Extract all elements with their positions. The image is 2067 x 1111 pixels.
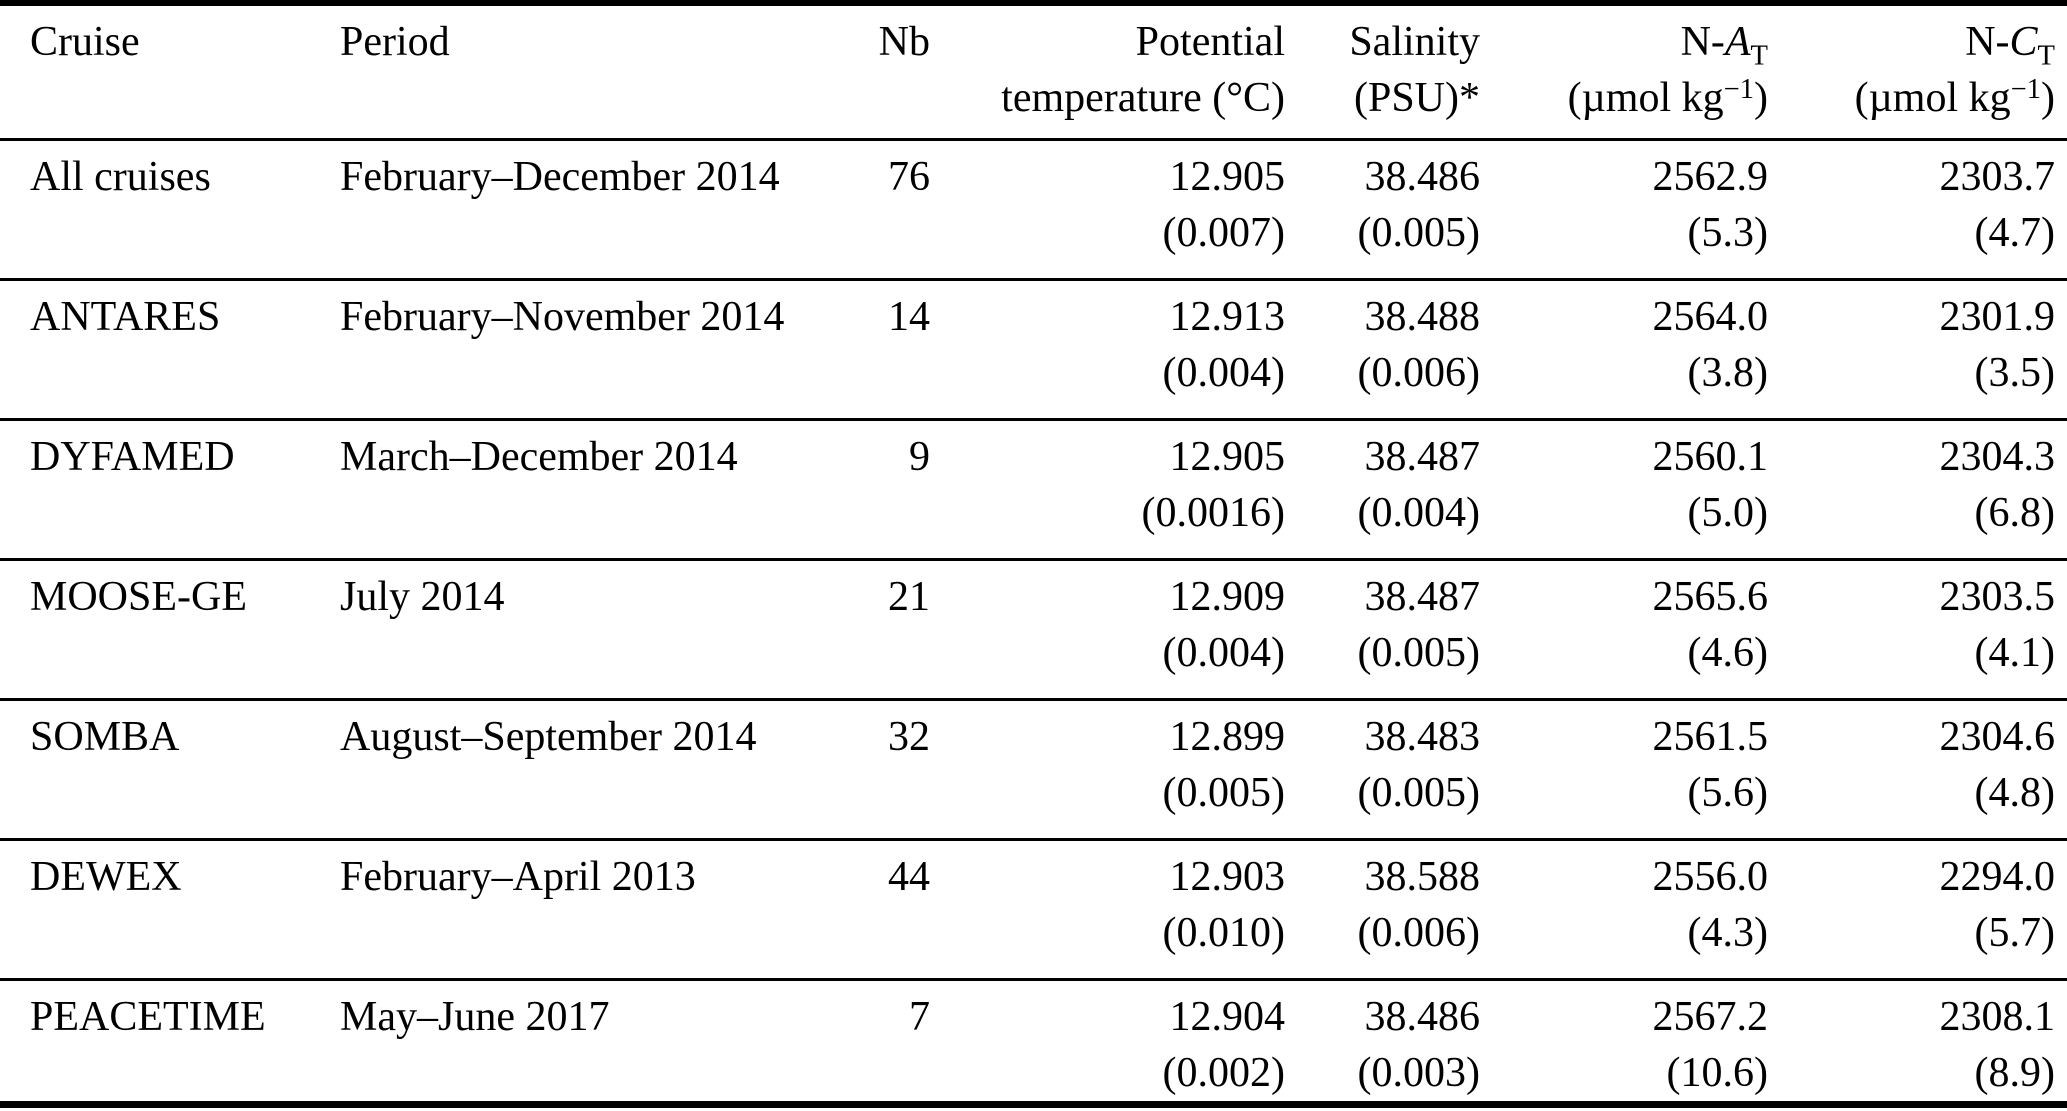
cell-salinity: 38.487 (0.004) xyxy=(1357,434,1480,536)
cell-nb: 7 xyxy=(909,994,930,1040)
cell-n-ct: 2303.7 (4.7) xyxy=(1939,154,2056,256)
cell-n-at: 2564.0 (3.8) xyxy=(1652,294,1769,396)
cell-n-ct: 2294.0 (5.7) xyxy=(1939,854,2056,956)
cell-nb: 76 xyxy=(888,154,930,200)
cell-salinity: 38.486 (0.005) xyxy=(1357,154,1480,256)
cell-cruise: DEWEX xyxy=(30,854,182,900)
table-row-dewex: DEWEX February–April 2013 44 12.903 (0.01… xyxy=(0,840,2067,980)
cell-cruise: MOOSE-GE xyxy=(30,574,247,620)
cell-n-ct: 2308.1 (8.9) xyxy=(1939,994,2056,1096)
cell-period: February–November 2014 xyxy=(340,294,785,340)
cell-period: August–September 2014 xyxy=(340,714,757,760)
table-row-all-cruises: All cruises February–December 2014 76 12… xyxy=(0,140,2067,280)
cell-cruise: ANTARES xyxy=(30,294,221,340)
cell-period: July 2014 xyxy=(340,574,505,620)
table-row-somba: SOMBA August–September 2014 32 12.899 (0.… xyxy=(0,700,2067,840)
cell-salinity: 38.483 (0.005) xyxy=(1357,714,1480,816)
cell-period: February–April 2013 xyxy=(340,854,696,900)
col-header-n-at: N-AT (µmol kg−1) xyxy=(1567,19,1768,121)
cell-nb: 32 xyxy=(888,714,930,760)
col-header-salinity: Salinity (PSU)* xyxy=(1349,19,1480,121)
cell-nb: 9 xyxy=(909,434,930,480)
cell-salinity: 38.486 (0.003) xyxy=(1357,994,1480,1096)
cell-n-at: 2561.5 (5.6) xyxy=(1652,714,1769,816)
cell-cruise: SOMBA xyxy=(30,714,180,760)
cell-salinity: 38.488 (0.006) xyxy=(1357,294,1480,396)
cell-n-ct: 2304.6 (4.8) xyxy=(1939,714,2056,816)
cell-n-at: 2560.1 (5.0) xyxy=(1652,434,1769,536)
col-header-period: Period xyxy=(340,19,450,65)
cell-n-at: 2567.2 (10.6) xyxy=(1652,994,1769,1096)
cell-n-ct: 2301.9 (3.5) xyxy=(1939,294,2056,396)
cell-potential-temperature: 12.899 (0.005) xyxy=(1162,714,1285,816)
cell-nb: 14 xyxy=(888,294,930,340)
cell-cruise: DYFAMED xyxy=(30,434,235,480)
col-header-n-ct: N-CT (µmol kg−1) xyxy=(1854,19,2055,121)
table-body: All cruises February–December 2014 76 12… xyxy=(0,140,2067,1105)
cell-period: May–June 2017 xyxy=(340,994,610,1040)
table-header: Cruise Period Nb Potential temperature (… xyxy=(0,3,2067,140)
cell-cruise: PEACETIME xyxy=(30,994,266,1040)
table-row-dyfamed: DYFAMED March–December 2014 9 12.905 (0.0… xyxy=(0,420,2067,560)
col-header-potential-temperature: Potential temperature (°C) xyxy=(1001,19,1285,121)
cell-n-at: 2562.9 (5.3) xyxy=(1652,154,1769,256)
table-row-peacetime: PEACETIME May–June 2017 7 12.904 (0.002) … xyxy=(0,980,2067,1105)
cell-potential-temperature: 12.904 (0.002) xyxy=(1162,994,1285,1096)
cell-n-ct: 2303.5 (4.1) xyxy=(1939,574,2056,676)
table-row-moose-ge: MOOSE-GE July 2014 21 12.909 (0.004) 38.4… xyxy=(0,560,2067,700)
cell-potential-temperature: 12.903 (0.010) xyxy=(1162,854,1285,956)
col-header-nb: Nb xyxy=(878,19,930,65)
cell-n-ct: 2304.3 (6.8) xyxy=(1939,434,2056,536)
cell-potential-temperature: 12.909 (0.004) xyxy=(1162,574,1285,676)
cell-salinity: 38.487 (0.005) xyxy=(1357,574,1480,676)
cell-period: February–December 2014 xyxy=(340,154,780,200)
cell-potential-temperature: 12.905 (0.0016) xyxy=(1141,434,1285,536)
cell-period: March–December 2014 xyxy=(340,434,738,480)
header-row: Cruise Period Nb Potential temperature (… xyxy=(0,3,2067,140)
cell-n-at: 2565.6 (4.6) xyxy=(1652,574,1769,676)
cell-n-at: 2556.0 (4.3) xyxy=(1652,854,1769,956)
table-row-antares: ANTARES February–November 2014 14 12.913… xyxy=(0,280,2067,420)
cell-nb: 21 xyxy=(888,574,930,620)
cell-cruise: All cruises xyxy=(30,154,211,200)
cell-nb: 44 xyxy=(888,854,930,900)
cell-potential-temperature: 12.905 (0.007) xyxy=(1162,154,1285,256)
cell-salinity: 38.588 (0.006) xyxy=(1357,854,1480,956)
col-header-cruise: Cruise xyxy=(30,19,140,65)
cell-potential-temperature: 12.913 (0.004) xyxy=(1162,294,1285,396)
